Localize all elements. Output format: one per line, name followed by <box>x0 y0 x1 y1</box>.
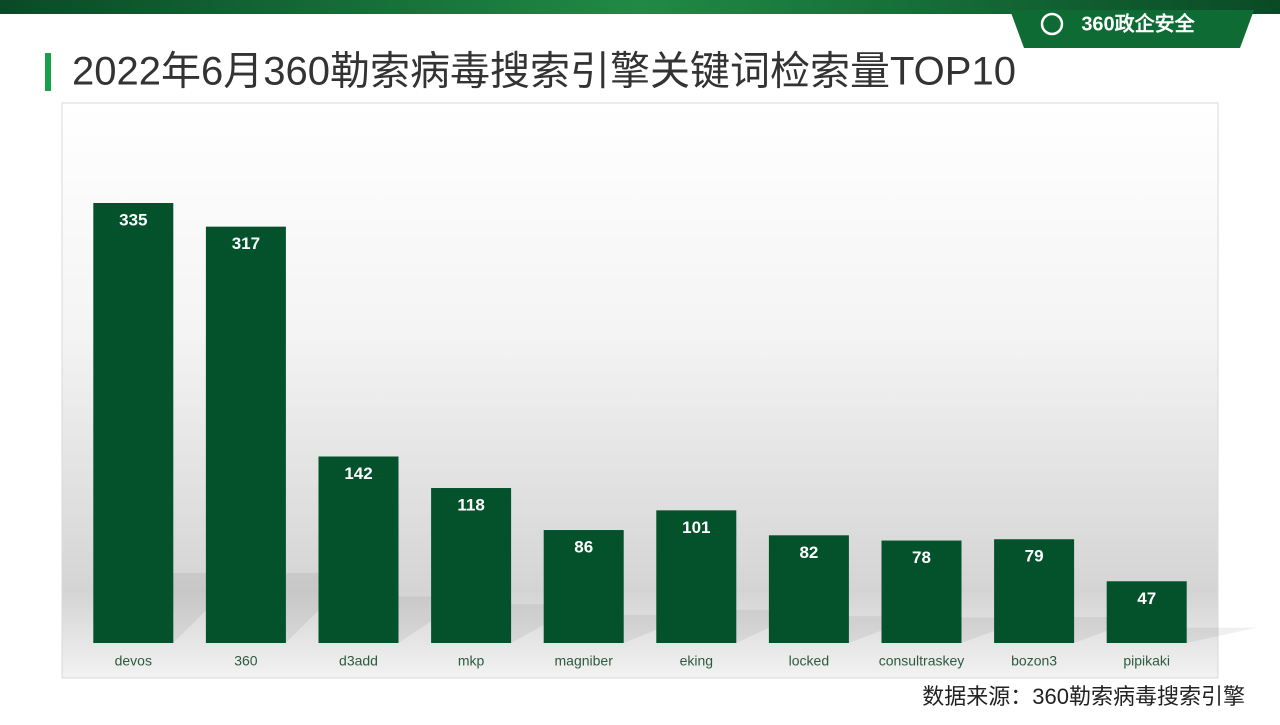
value-label: 79 <box>1025 547 1044 566</box>
bar <box>205 226 286 643</box>
x-tick-label: consultraskey <box>879 653 965 669</box>
x-tick-label: pipikaki <box>1123 653 1170 669</box>
value-label: 142 <box>344 464 372 483</box>
value-label: 317 <box>232 234 260 253</box>
bar <box>656 510 737 643</box>
value-label: 47 <box>1137 589 1156 608</box>
value-label: 78 <box>912 548 931 567</box>
logo-text: 360政企安全 <box>1081 11 1195 35</box>
logo-badge <box>1010 10 1254 48</box>
value-label: 86 <box>574 538 593 557</box>
top-band <box>0 0 1280 14</box>
bar <box>881 540 962 643</box>
bar <box>431 488 512 643</box>
x-tick-label: devos <box>115 653 152 669</box>
value-label: 101 <box>682 518 710 537</box>
title-marker <box>45 53 51 91</box>
logo-icon <box>1040 12 1064 36</box>
value-label: 82 <box>799 543 818 562</box>
bar <box>1106 581 1187 643</box>
x-tick-label: d3add <box>339 653 378 669</box>
x-tick-label: 360 <box>234 653 258 669</box>
bar <box>93 203 174 643</box>
x-tick-label: mkp <box>458 653 485 669</box>
bar <box>768 535 849 643</box>
x-tick-label: locked <box>789 653 829 669</box>
value-label: 335 <box>119 210 147 229</box>
x-tick-label: bozon3 <box>1011 653 1057 669</box>
source-note: 数据来源：360勒索病毒搜索引擎 <box>922 684 1245 709</box>
x-tick-label: eking <box>680 653 713 669</box>
bar <box>318 456 399 643</box>
bar <box>994 539 1075 643</box>
value-label: 118 <box>457 495 484 514</box>
bar <box>543 530 624 643</box>
chart-title: 2022年6月360勒索病毒搜索引擎关键词检索量TOP10 <box>72 50 1016 94</box>
x-tick-label: magniber <box>555 653 614 669</box>
